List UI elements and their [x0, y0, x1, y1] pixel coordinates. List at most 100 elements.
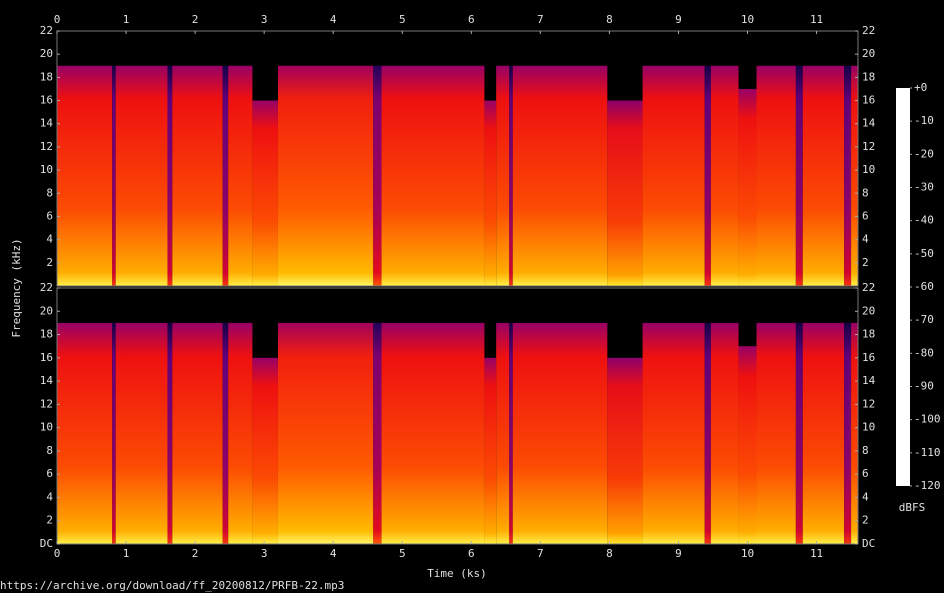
x-tick-label-top: 8 — [606, 13, 613, 26]
spectrum-band — [222, 322, 229, 544]
x-tick-label-top: 7 — [537, 13, 544, 26]
y-tick-label: 10 — [40, 421, 53, 434]
spectrum-band — [115, 65, 168, 286]
x-tick-label-top: 9 — [675, 13, 682, 26]
spectrum-band — [512, 322, 608, 544]
colorbar-tick-label: -80 — [914, 346, 934, 359]
spectrum-band — [112, 322, 116, 544]
y-tick-label: 8 — [46, 444, 53, 457]
spectrum-band — [844, 322, 852, 544]
y-tick-label-right: 16 — [862, 351, 875, 364]
spectrum-band — [704, 322, 711, 544]
spectrum-band — [381, 322, 485, 544]
spectrum-band — [738, 346, 757, 544]
y-tick-label: 14 — [40, 374, 54, 387]
y-tick-label: 8 — [46, 186, 53, 199]
spectrum-band — [756, 65, 796, 286]
x-tick-label: 5 — [399, 547, 406, 560]
source-url: https://archive.org/download/ff_20200812… — [0, 579, 344, 592]
spectrum-band — [496, 65, 510, 286]
y-tick-label: 10 — [40, 163, 53, 176]
x-tick-label: 4 — [330, 547, 337, 560]
y-tick-label: 22 — [40, 281, 53, 294]
y-tick-label: 18 — [40, 70, 53, 83]
spectrum-band — [795, 322, 803, 544]
spectrum-band — [738, 88, 757, 286]
colorbar-tick-label: -120 — [914, 479, 941, 492]
y-tick-label: 4 — [46, 490, 53, 503]
spectrum-band — [381, 65, 485, 286]
spectrum-band — [642, 322, 705, 544]
spectrum-band — [642, 65, 705, 286]
spectrum-band — [512, 65, 608, 286]
spectrum-band — [484, 100, 497, 286]
y-tick-label: 16 — [40, 94, 53, 107]
x-tick-label: 2 — [192, 547, 199, 560]
spectrum-band — [167, 65, 173, 286]
x-tick-label-top: 3 — [261, 13, 268, 26]
y-tick-label-right: DC — [862, 537, 875, 550]
y-tick-label-right: 16 — [862, 94, 875, 107]
spectrum-band — [756, 322, 796, 544]
spectrum-band — [57, 322, 113, 544]
y-tick-label-right: 2 — [862, 256, 869, 269]
x-tick-label-top: 11 — [810, 13, 823, 26]
y-tick-label: 2 — [46, 514, 53, 527]
x-tick-label-top: 6 — [468, 13, 475, 26]
y-tick-label-right: 14 — [862, 117, 876, 130]
y-tick-label: 12 — [40, 140, 53, 153]
x-tick-label: 9 — [675, 547, 682, 560]
spectrum-band — [802, 322, 845, 544]
y-tick-label-right: 8 — [862, 186, 869, 199]
plot-frame — [56, 287, 859, 545]
x-tick-label-top: 10 — [741, 13, 754, 26]
colorbar-tick-label: -20 — [914, 147, 934, 160]
y-tick-label-right: 4 — [862, 233, 869, 246]
y-tick-label-right: 10 — [862, 421, 875, 434]
y-tick-label: 6 — [46, 209, 53, 222]
plot-frame — [56, 30, 859, 287]
y-tick-label: 20 — [40, 47, 53, 60]
spectrum-band — [277, 322, 374, 544]
spectrum-band — [228, 322, 253, 544]
spectrum-band — [172, 65, 223, 286]
spectrum-band — [710, 322, 739, 544]
y-tick-label-right: 4 — [862, 490, 869, 503]
y-tick-label-right: 22 — [862, 281, 875, 294]
y-tick-label: 6 — [46, 467, 53, 480]
x-tick-label-top: 4 — [330, 13, 337, 26]
y-axis-label: Frequency (kHz) — [10, 238, 23, 337]
spectrum-band — [607, 100, 643, 286]
spectrum-band — [373, 65, 382, 286]
colorbar-tick-label: -110 — [914, 446, 941, 459]
y-tick-label: 22 — [40, 24, 53, 37]
colorbar-tick-label: -50 — [914, 247, 934, 260]
spectrum-band — [795, 65, 803, 286]
colorbar-tick-label: -30 — [914, 181, 934, 194]
colorbar-tick-label: -70 — [914, 313, 934, 326]
y-tick-label-right: 6 — [862, 209, 869, 222]
spectrum-band — [851, 65, 858, 286]
spectrum-band — [57, 65, 113, 286]
spectrum-band — [167, 322, 173, 544]
y-tick-label: 16 — [40, 351, 53, 364]
y-tick-label: 4 — [46, 233, 53, 246]
spectrum-band — [607, 357, 643, 544]
spectrum-band — [252, 100, 278, 286]
spectrum-band — [496, 322, 510, 544]
spectrum-band — [172, 322, 223, 544]
y-tick-label: 18 — [40, 328, 53, 341]
colorbar-tick-label: -40 — [914, 214, 934, 227]
y-tick-label-right: 12 — [862, 140, 875, 153]
spectrum-band — [802, 65, 845, 286]
y-tick-label-right: 12 — [862, 397, 875, 410]
colorbar-tick-label: +0 — [914, 81, 927, 94]
y-tick-label: 14 — [40, 117, 54, 130]
y-tick-label: DC — [40, 537, 53, 550]
x-tick-label: 11 — [810, 547, 823, 560]
spectrum-band — [704, 65, 711, 286]
x-tick-label-top: 1 — [123, 13, 130, 26]
x-tick-label: 1 — [123, 547, 130, 560]
